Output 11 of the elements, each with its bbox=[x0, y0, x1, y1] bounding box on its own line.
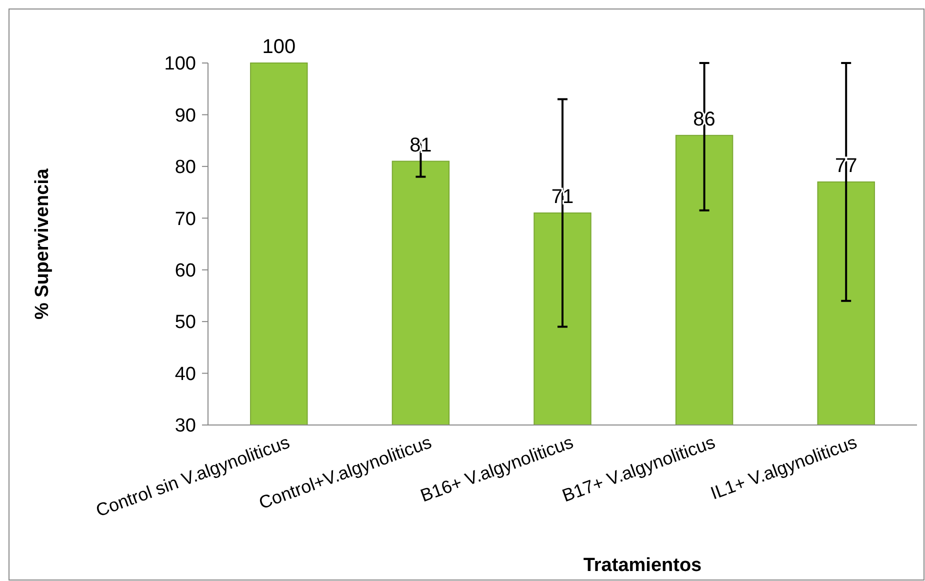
y-tick-label: 30 bbox=[174, 416, 196, 437]
data-label: 100 bbox=[262, 36, 296, 58]
y-axis-title: % Supervivencia bbox=[32, 168, 53, 320]
y-tick-label: 60 bbox=[174, 260, 196, 282]
x-axis-title: Tratamientos bbox=[583, 555, 702, 576]
y-tick-label: 80 bbox=[174, 157, 196, 178]
y-tick-label: 50 bbox=[174, 312, 196, 334]
y-tick-label: 70 bbox=[174, 208, 196, 230]
y-tick-label: 40 bbox=[174, 364, 196, 385]
y-tick-label: 90 bbox=[174, 105, 196, 126]
y-tick-label: 100 bbox=[164, 54, 196, 75]
